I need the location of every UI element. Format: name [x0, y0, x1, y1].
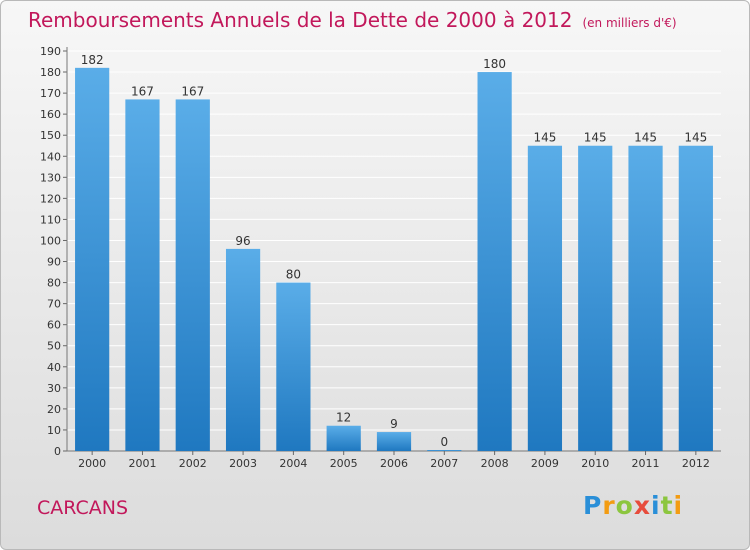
data-label: 9 — [390, 417, 398, 431]
x-tick-label: 2010 — [581, 457, 609, 470]
data-label: 167 — [181, 84, 204, 98]
bar — [175, 99, 210, 451]
chart-subtitle: (en milliers d'€) — [582, 16, 677, 30]
x-tick-label: 2007 — [430, 457, 458, 470]
y-tick-label: 80 — [47, 277, 61, 290]
bar — [628, 145, 663, 451]
proxiti-logo: Proxiti — [583, 491, 683, 520]
y-tick-label: 0 — [54, 445, 61, 458]
data-label: 12 — [336, 411, 351, 425]
x-tick-label: 2011 — [632, 457, 660, 470]
data-label: 145 — [634, 131, 657, 145]
x-tick-label: 2009 — [531, 457, 559, 470]
x-tick-label: 2008 — [481, 457, 509, 470]
bar — [477, 72, 512, 451]
y-tick-label: 50 — [47, 340, 61, 353]
logo-letter: i — [673, 491, 684, 520]
data-label: 0 — [440, 435, 448, 449]
y-tick-label: 140 — [40, 150, 61, 163]
y-tick-label: 20 — [47, 403, 61, 416]
x-tick-label: 2001 — [128, 457, 156, 470]
logo-letter: P — [583, 491, 603, 520]
bar — [578, 145, 613, 451]
data-label: 145 — [533, 131, 556, 145]
bar — [527, 145, 563, 451]
bar — [75, 67, 110, 451]
bar — [678, 145, 713, 451]
y-tick-label: 130 — [40, 171, 61, 184]
y-tick-label: 110 — [40, 213, 61, 226]
y-tick-label: 40 — [47, 361, 61, 374]
bar — [125, 99, 160, 451]
bar — [225, 248, 261, 451]
data-label: 180 — [483, 57, 506, 71]
y-tick-label: 190 — [40, 45, 61, 58]
x-tick-label: 2002 — [179, 457, 207, 470]
bar — [276, 282, 311, 451]
y-tick-label: 160 — [40, 108, 61, 121]
logo-letter: r — [602, 491, 616, 520]
y-tick-label: 100 — [40, 234, 61, 247]
bar — [376, 432, 412, 451]
logo-letter: i — [651, 491, 661, 520]
x-tick-label: 2006 — [380, 457, 408, 470]
y-tick-label: 180 — [40, 66, 61, 79]
data-label: 80 — [286, 268, 301, 282]
y-tick-label: 10 — [47, 424, 61, 437]
y-tick-label: 120 — [40, 192, 61, 205]
data-label: 96 — [235, 234, 250, 248]
x-tick-label: 2000 — [78, 457, 106, 470]
x-tick-label: 2004 — [279, 457, 307, 470]
logo-letter: x — [633, 491, 651, 520]
chart-title: Remboursements Annuels de la Dette de 20… — [28, 8, 677, 32]
town-name: CARCANS — [37, 497, 129, 519]
y-tick-label: 150 — [40, 129, 61, 142]
data-label: 182 — [81, 53, 104, 67]
title-text: Remboursements Annuels de la Dette de 20… — [28, 8, 573, 32]
bar — [326, 425, 361, 451]
x-tick-label: 2005 — [330, 457, 358, 470]
bar — [427, 450, 462, 451]
y-tick-label: 90 — [47, 256, 61, 269]
y-tick-label: 30 — [47, 382, 61, 395]
x-tick-label: 2003 — [229, 457, 257, 470]
y-tick-label: 170 — [40, 87, 61, 100]
y-tick-label: 60 — [47, 319, 61, 332]
data-label: 167 — [131, 84, 154, 98]
data-label: 145 — [584, 131, 607, 145]
y-tick-label: 70 — [47, 298, 61, 311]
data-label: 145 — [684, 131, 707, 145]
logo-letter: t — [660, 491, 674, 520]
logo-letter: o — [615, 491, 634, 520]
x-tick-label: 2012 — [682, 457, 710, 470]
